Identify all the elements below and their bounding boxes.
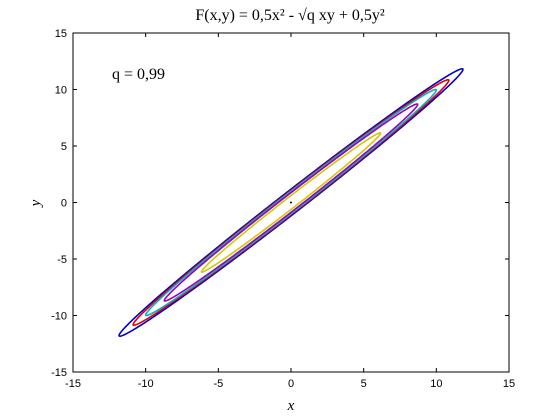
y-tick-label: -10 — [51, 311, 67, 323]
x-tick-label: 15 — [503, 378, 515, 390]
contour-line — [163, 103, 419, 302]
x-tick-label: 0 — [288, 378, 294, 390]
chart-title: F(x,y) = 0,5x² - √q xy + 0,5y² — [195, 7, 385, 24]
y-tick-label: 15 — [55, 28, 67, 40]
y-tick-label: 10 — [55, 85, 67, 97]
y-tick-label: 5 — [61, 141, 67, 153]
x-tick-label: 10 — [430, 378, 442, 390]
y-tick-label: -15 — [51, 367, 67, 379]
y-axis-label: y — [28, 199, 44, 208]
x-tick-label: -15 — [65, 378, 81, 390]
x-tick-label: -10 — [138, 378, 154, 390]
contour-line — [144, 88, 438, 317]
axis-ticks: -15 -10 -5 0 5 10 15 -15 -10 -5 0 5 10 15 — [51, 28, 515, 390]
contour-line — [200, 132, 382, 273]
q-annotation: q = 0,99 — [112, 66, 165, 83]
x-tick-label: -5 — [213, 378, 223, 390]
x-tick-label: 5 — [361, 378, 367, 390]
contour-lines — [118, 67, 464, 338]
x-axis-label: x — [287, 398, 295, 414]
contour-line — [132, 78, 450, 327]
center-point — [290, 201, 292, 204]
y-tick-label: -5 — [57, 254, 67, 266]
contour-line — [118, 67, 464, 338]
y-tick-label: 0 — [61, 198, 67, 210]
